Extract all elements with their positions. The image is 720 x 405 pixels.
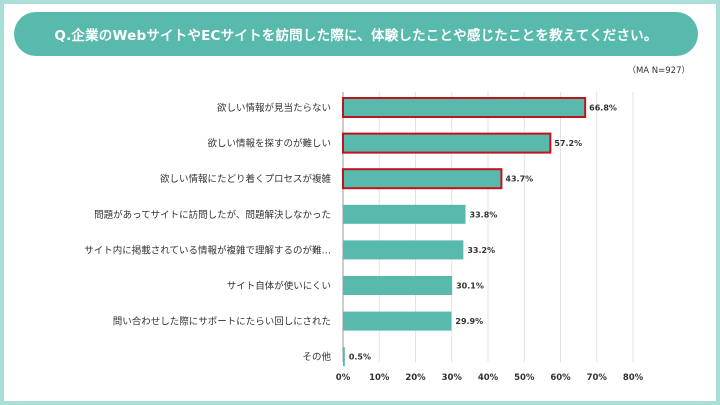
x-tick-label: 20% — [405, 373, 426, 383]
value-label: 33.2% — [467, 246, 495, 255]
value-label: 43.7% — [505, 175, 533, 184]
category-label: 欲しい情報が見当たらない — [217, 102, 331, 114]
bar — [342, 97, 587, 118]
value-label: 66.8% — [589, 104, 617, 113]
x-tick-label: 60% — [550, 373, 571, 383]
category-label: サイト内に掲載されている情報が複雑で理解するのが難… — [84, 244, 331, 256]
x-tick-label: 0% — [336, 373, 351, 383]
x-tick-label: 50% — [514, 373, 535, 383]
category-label: その他 — [302, 351, 331, 363]
value-label: 33.8% — [470, 210, 498, 219]
sample-note: （MA N=927） — [627, 66, 690, 76]
value-label: 30.1% — [456, 282, 484, 291]
bar — [343, 347, 345, 367]
x-tick-label: 40% — [478, 373, 499, 383]
category-label: 欲しい情報を探すのが難しい — [207, 138, 331, 150]
x-tick-label: 80% — [623, 373, 644, 383]
value-label: 57.2% — [554, 139, 582, 148]
category-label: 問題があってサイトに訪問したが、問題解決しなかった — [94, 209, 331, 221]
x-tick-label: 30% — [442, 373, 463, 383]
category-label: サイト自体が使いにくい — [227, 280, 331, 292]
x-tick-label: 70% — [587, 373, 608, 383]
value-label: 0.5% — [349, 353, 371, 362]
bar — [343, 204, 466, 224]
category-label: 問い合わせした際にサポートにたらい回しにされた — [113, 316, 331, 328]
question-title: Q.企業のWebサイトやECサイトを訪問した際に、体験したことや感じたことを教え… — [14, 12, 698, 56]
bar — [342, 132, 552, 154]
x-tick-label: 10% — [369, 373, 390, 383]
value-label: 29.9% — [455, 317, 483, 326]
bar — [343, 240, 464, 260]
category-label: 欲しい情報にたどり着くプロセスが複雑 — [160, 173, 332, 185]
bar — [342, 168, 503, 190]
bar — [343, 276, 453, 295]
bar — [343, 311, 452, 331]
